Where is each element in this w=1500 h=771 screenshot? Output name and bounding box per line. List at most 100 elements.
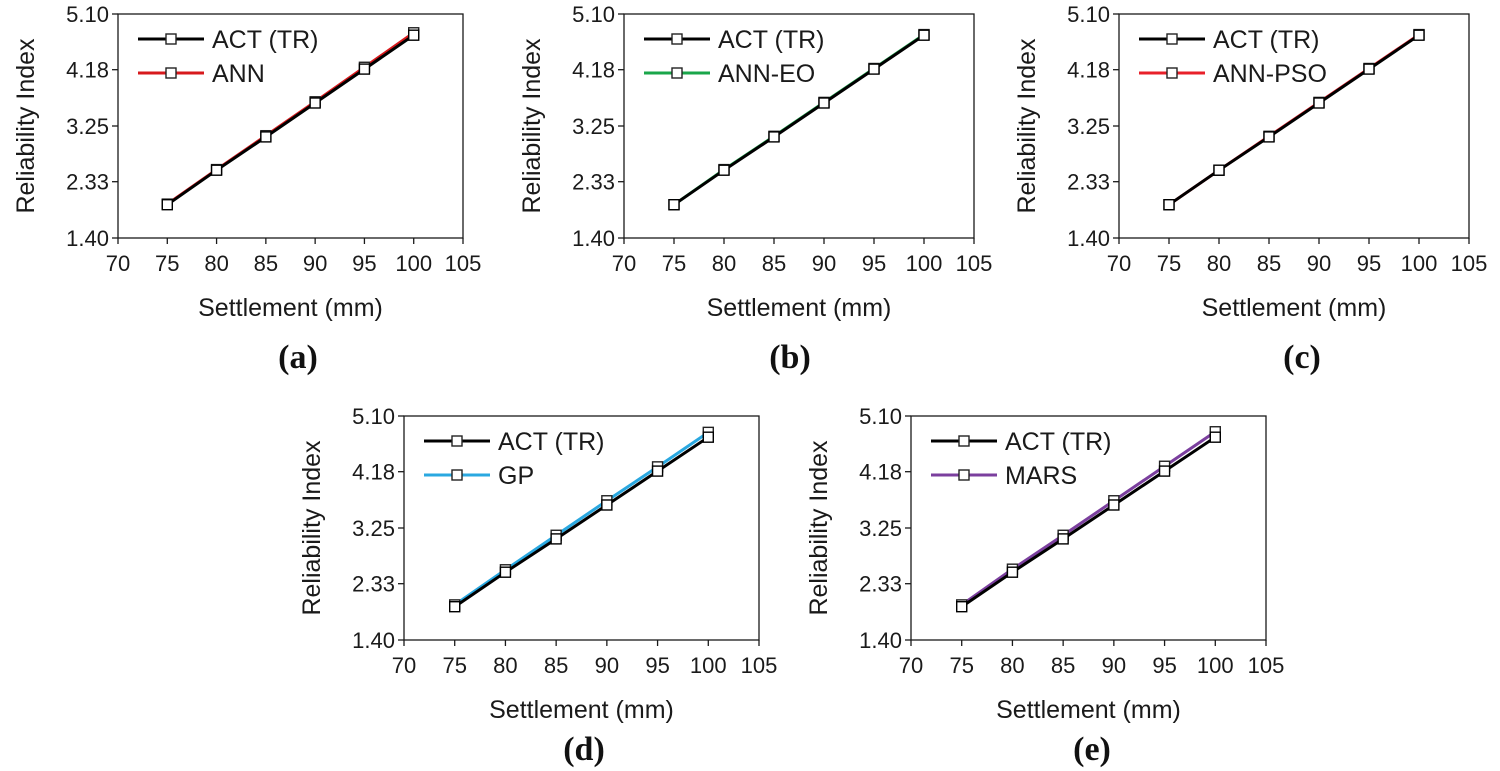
y-tick-label: 2.33 (572, 170, 615, 195)
series-point-marker (768, 131, 780, 143)
legend-label-1: ACT (TR) (718, 26, 824, 54)
x-tick-label: 75 (662, 251, 686, 276)
legend-marker (1166, 67, 1178, 79)
x-tick-label: 75 (155, 251, 179, 276)
series-line-1 (673, 33, 925, 206)
x-tick-label: 90 (303, 251, 327, 276)
series-point-marker (601, 499, 613, 511)
y-tick-label: 5.10 (352, 404, 395, 429)
series-point-marker (309, 97, 321, 109)
series-point-marker (1163, 199, 1175, 211)
panel-caption: (a) (278, 339, 318, 376)
x-tick-label: 90 (1102, 653, 1126, 678)
legend-marker (165, 33, 177, 45)
legend-label-1: ACT (TR) (1213, 26, 1319, 54)
series-point-marker (1006, 566, 1019, 578)
x-tick-label: 75 (949, 653, 973, 678)
x-tick-label: 75 (1157, 251, 1181, 276)
series-point-marker (1213, 164, 1225, 176)
x-tick-label: 95 (645, 653, 669, 678)
chart-panel-5: 70 75 80 85 90 95 100 105 1.40 2.33 3.25 4.18 5.10 Se… (805, 404, 1284, 768)
y-tick-label: 1.40 (859, 628, 902, 653)
y-axis-title: Reliability Index (298, 440, 326, 616)
series-point-marker (1263, 131, 1275, 143)
series-point-marker (408, 29, 420, 41)
y-tick-label: 3.25 (66, 114, 109, 139)
series-point-marker (550, 533, 562, 545)
panel-caption: (b) (769, 339, 811, 376)
legend-label-2: ANN (212, 60, 265, 88)
x-axis-title: Settlement (mm) (996, 696, 1181, 724)
series-line-1 (166, 33, 415, 206)
x-tick-label: 95 (862, 251, 886, 276)
x-tick-label: 105 (741, 653, 778, 678)
legend-label-1: ACT (TR) (498, 428, 604, 456)
y-axis-title: Reliability Index (805, 440, 833, 616)
x-tick-label: 85 (544, 653, 568, 678)
x-tick-label: 95 (1152, 653, 1176, 678)
x-axis-title: Settlement (mm) (489, 696, 674, 724)
x-axis-title: Settlement (mm) (1202, 294, 1387, 322)
legend-label-2: MARS (1005, 462, 1077, 490)
series-point-marker (918, 29, 930, 41)
x-tick-label: 85 (1257, 251, 1281, 276)
y-tick-label: 1.40 (1067, 226, 1110, 251)
y-tick-label: 3.25 (572, 114, 615, 139)
y-axis-title: Reliability Index (12, 38, 40, 214)
series-point-marker (868, 63, 880, 75)
y-tick-label: 4.18 (1067, 58, 1110, 83)
legend-marker (1166, 33, 1178, 45)
x-tick-label: 100 (1401, 251, 1438, 276)
x-tick-label: 100 (906, 251, 943, 276)
series-point-marker (1363, 63, 1375, 75)
y-tick-label: 4.18 (572, 58, 615, 83)
series-point-marker (449, 601, 461, 613)
x-axis-title: Settlement (mm) (707, 294, 892, 322)
x-tick-label: 105 (1451, 251, 1488, 276)
x-tick-label: 80 (1000, 653, 1024, 678)
x-tick-label: 80 (204, 251, 228, 276)
x-tick-label: 85 (1051, 653, 1075, 678)
x-tick-label: 75 (442, 653, 466, 678)
y-tick-label: 1.40 (352, 628, 395, 653)
x-tick-label: 80 (712, 251, 736, 276)
y-tick-label: 4.18 (66, 58, 109, 83)
series-line-2 (453, 431, 710, 607)
x-tick-label: 100 (395, 251, 432, 276)
series-line-1 (1168, 33, 1420, 206)
series-point-marker (718, 164, 730, 176)
series-point-marker (818, 97, 830, 109)
y-tick-label: 5.10 (572, 2, 615, 27)
series-line-2 (960, 430, 1217, 607)
y-tick-label: 3.25 (859, 516, 902, 541)
y-axis-title: Reliability Index (518, 38, 546, 214)
x-tick-label: 95 (1357, 251, 1381, 276)
y-tick-label: 3.25 (352, 516, 395, 541)
y-tick-label: 1.40 (572, 226, 615, 251)
x-tick-label: 100 (1197, 653, 1234, 678)
legend-marker (165, 67, 177, 79)
x-tick-label: 85 (254, 251, 278, 276)
series-point-marker (210, 164, 223, 176)
x-tick-label: 100 (690, 653, 727, 678)
legend-marker (671, 33, 683, 45)
legend-label-1: ACT (TR) (212, 26, 318, 54)
x-tick-label: 105 (1248, 653, 1285, 678)
panel-caption: (e) (1073, 731, 1111, 768)
x-tick-label: 105 (956, 251, 993, 276)
series-point-marker (651, 465, 664, 477)
x-tick-label: 70 (1107, 251, 1131, 276)
series-point-marker (260, 131, 272, 143)
x-tick-label: 105 (445, 251, 482, 276)
x-tick-label: 90 (595, 653, 619, 678)
y-tick-label: 2.33 (1067, 170, 1110, 195)
series-point-marker (956, 601, 968, 613)
series-point-marker (702, 431, 714, 443)
series-point-marker (499, 566, 512, 578)
x-tick-label: 70 (899, 653, 923, 678)
series-point-marker (668, 199, 680, 211)
y-tick-label: 2.33 (66, 170, 109, 195)
y-tick-label: 2.33 (859, 572, 902, 597)
series-line-1 (960, 435, 1217, 608)
